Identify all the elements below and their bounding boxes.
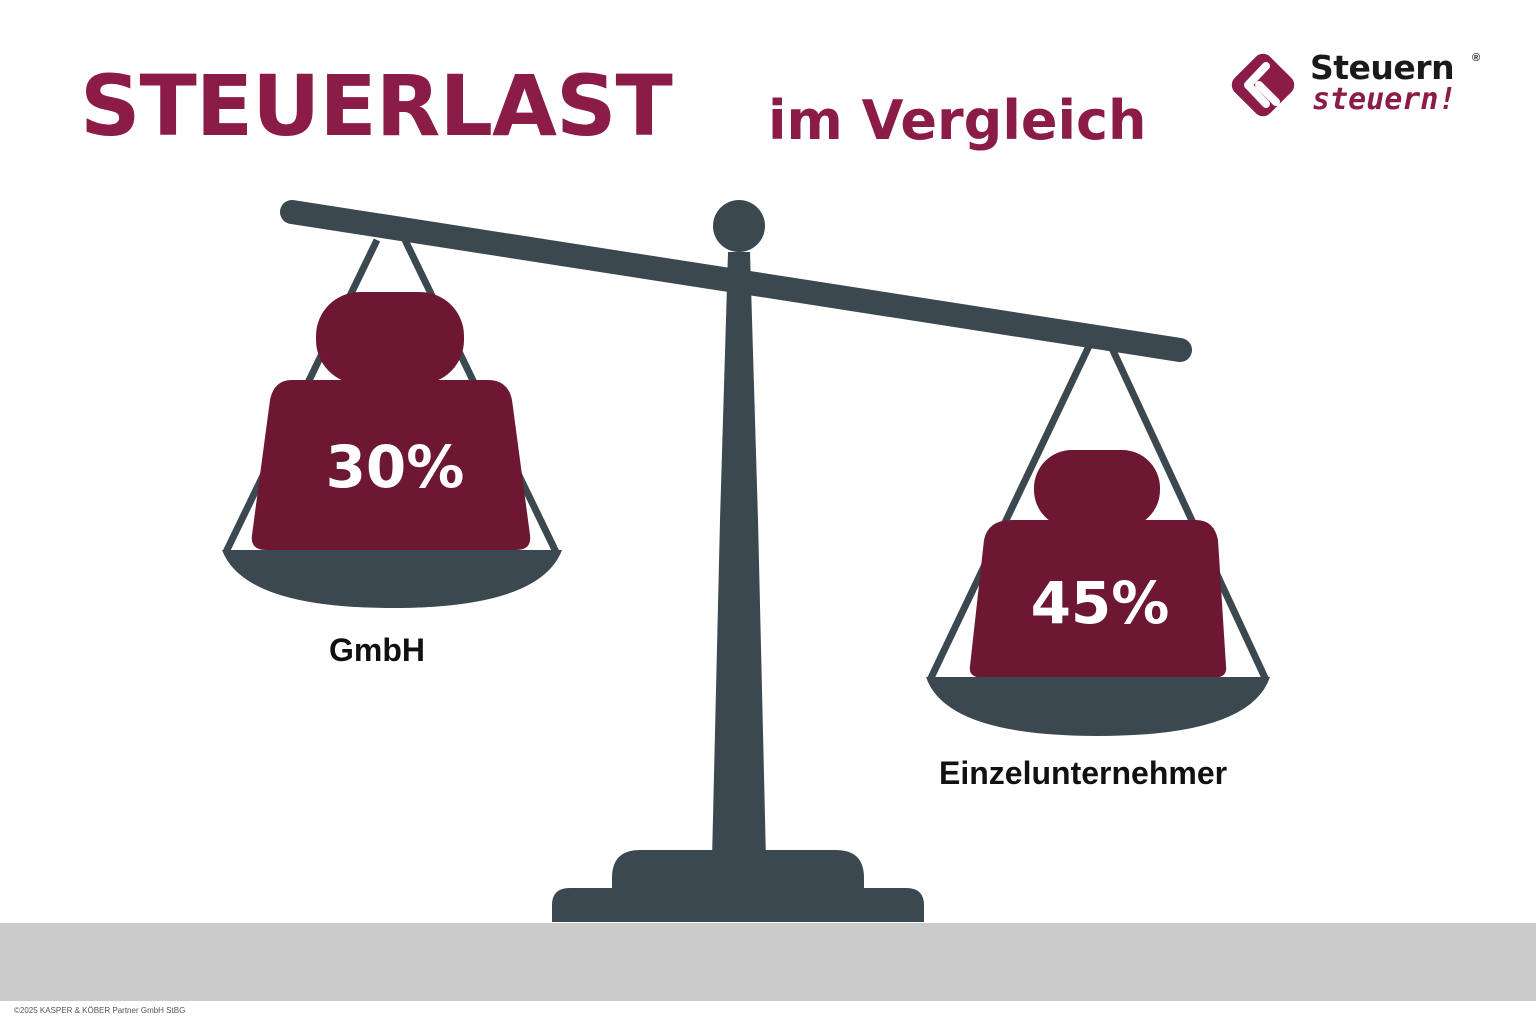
page-title: STEUERLAST: [80, 57, 673, 155]
copyright-notice: ©2025 KASPER & KÖBER Partner GmbH StBG: [14, 1006, 186, 1015]
scale-base: [552, 850, 924, 922]
right-pan-string: [926, 342, 1094, 682]
right-pan: [926, 677, 1270, 736]
page-subtitle: im Vergleich: [768, 89, 1147, 152]
einzelunternehmer-label: Einzelunternehmer: [939, 755, 1228, 791]
registered-mark: ®: [1472, 52, 1481, 64]
gmbh-label: GmbH: [329, 632, 425, 668]
logo-wordmark-line2: steuern!: [1312, 82, 1457, 117]
right-weight: [969, 450, 1227, 678]
scale-pivot-knob: [713, 200, 765, 252]
gmbh-tax-rate: 30%: [325, 433, 465, 501]
einzelunternehmer-tax-rate: 45%: [1030, 569, 1170, 637]
ground-band: [0, 923, 1536, 1001]
scale-pillar: [712, 252, 766, 860]
scale-beam: [280, 200, 1192, 362]
brand-logo: Steuern ® steuern!: [1226, 46, 1496, 126]
diamond-k-logo-icon: [1231, 53, 1295, 117]
logo-wordmark-line1: Steuern: [1310, 48, 1455, 87]
right-pan-string: [1106, 342, 1270, 682]
left-pan: [222, 550, 562, 608]
left-weight: [251, 292, 531, 550]
